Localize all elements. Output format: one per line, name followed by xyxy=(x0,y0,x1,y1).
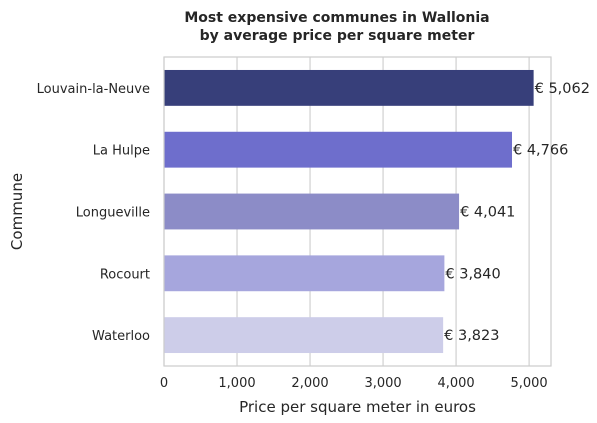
x-axis-ticks: 0 1,000 2,000 3,000 4,000 5,000 xyxy=(160,376,548,391)
chart-title-line: by average price per square meter xyxy=(200,28,475,44)
x-tick-label: 2,000 xyxy=(291,376,328,391)
x-tick-label: 3,000 xyxy=(364,376,401,391)
chart-title-line: Most expensive communes in Wallonia xyxy=(184,10,489,26)
bar xyxy=(164,69,534,106)
y-tick-label: La Hulpe xyxy=(93,144,150,159)
x-tick-label: 1,000 xyxy=(218,376,255,391)
data-label: € 5,062 xyxy=(535,81,590,97)
bar xyxy=(164,255,445,292)
y-tick-label: Rocourt xyxy=(100,267,150,282)
data-labels: € 5,062 € 4,766 € 4,041 € 3,840 € 3,823 xyxy=(444,81,590,344)
data-label: € 4,041 xyxy=(460,205,515,221)
x-tick-label: 0 xyxy=(160,376,168,391)
y-axis-label: Commune xyxy=(8,173,26,250)
x-axis-label: Price per square meter in euros xyxy=(239,398,476,416)
data-label: € 3,823 xyxy=(444,328,499,344)
x-tick-label: 4,000 xyxy=(437,376,474,391)
plot-frame xyxy=(163,56,552,367)
bar xyxy=(164,317,444,354)
data-label: € 3,840 xyxy=(445,266,500,282)
bar xyxy=(164,131,513,168)
bar xyxy=(164,193,460,230)
y-tick-label: Waterloo xyxy=(92,329,150,344)
data-label: € 4,766 xyxy=(513,143,568,159)
y-axis-ticks: Louvain-la-Neuve La Hulpe Longueville Rocou… xyxy=(37,82,150,344)
bars xyxy=(164,69,534,354)
chart-title: Most expensive communes in Wallonia by av… xyxy=(184,10,489,44)
y-tick-label: Louvain-la-Neuve xyxy=(37,82,150,97)
y-tick-label: Longueville xyxy=(76,206,150,221)
x-tick-label: 5,000 xyxy=(510,376,547,391)
